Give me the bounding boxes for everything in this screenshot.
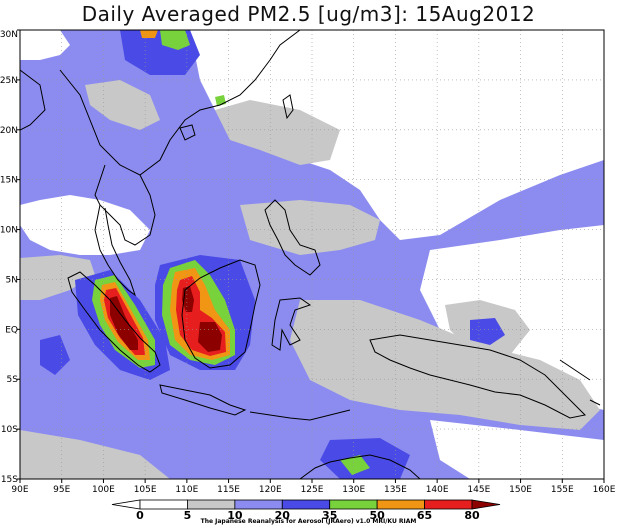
lon-tick-label: 160E [593, 485, 616, 495]
coast-hainan [179, 124, 196, 141]
lon-tick-label: 95E [53, 485, 70, 495]
colorbar-label: 20 [275, 509, 291, 522]
lat-tick-label: 10N [0, 226, 18, 236]
coast-new-guinea [369, 334, 587, 419]
colorbar-label: 35 [322, 509, 337, 522]
latitude-axis: 30N 25N 20N 15N 10N 5N EQ 5S 10S 15S [0, 29, 20, 485]
colorbar-cell-high [471, 499, 501, 510]
gridlines [20, 30, 604, 479]
colorbar-cell [234, 499, 283, 510]
colorbar-cell-low [111, 499, 141, 510]
field-gray-2 [85, 80, 160, 130]
map-title: Daily Averaged PM2.5 [ug/m3]: 15Aug2012 [81, 2, 536, 26]
colorbar-cell [424, 499, 473, 510]
colorbar: 0 5 10 20 35 50 65 80 [111, 499, 501, 522]
coast-malay-peninsula [94, 204, 136, 297]
lat-tick-label: 15N [0, 176, 18, 186]
colorbar-label: 65 [417, 509, 432, 522]
longitude-axis: 90E 95E 100E 105E 110E 115E 120E 125E 130E 135E 14… [11, 479, 616, 495]
colorbar-label: 10 [227, 509, 243, 522]
lat-tick-label: 15S [1, 475, 18, 485]
coast-islands-east [559, 359, 601, 406]
field-gray-3 [215, 100, 340, 165]
coast-indochina-south [94, 164, 156, 246]
coast-sumatra [67, 271, 161, 373]
field-white-southeast [430, 420, 604, 479]
field-blue-west-sea [40, 335, 70, 375]
lon-tick-label: 135E [384, 485, 407, 495]
field-gray-1 [20, 255, 95, 300]
field-blue-south [320, 438, 410, 479]
lon-tick-label: 110E [175, 485, 198, 495]
lon-tick-label: 115E [217, 485, 240, 495]
lon-tick-label: 90E [11, 485, 28, 495]
lon-tick-label: 105E [134, 485, 157, 495]
lat-tick-label: 25N [0, 76, 18, 86]
field-gray-7 [20, 430, 170, 479]
lon-tick-label: 125E [301, 485, 324, 495]
lon-tick-label: 100E [92, 485, 115, 495]
lat-tick-label: 10S [1, 425, 18, 435]
coast-taiwan [282, 94, 294, 120]
colorbar-cell [187, 499, 236, 510]
colorbar-cell [329, 499, 378, 510]
colorbar-label: 0 [136, 509, 144, 522]
field-orange-north [140, 30, 158, 38]
lon-tick-label: 140E [426, 485, 449, 495]
field-white-indochina [20, 195, 150, 255]
credit-line: The Japanese Reanalysis for Aerosol (JRA… [200, 518, 417, 525]
lat-tick-label: 5N [6, 275, 18, 285]
lat-tick-label: EQ [5, 325, 18, 335]
coastlines [20, 30, 601, 479]
field-gray-4 [240, 200, 380, 255]
lon-tick-label: 130E [342, 485, 365, 495]
field-gray-5 [290, 300, 600, 430]
lat-tick-label: 20N [0, 126, 18, 136]
lon-tick-label: 150E [509, 485, 532, 495]
colorbar-cell [376, 499, 425, 510]
coast-china-indochina [20, 30, 301, 176]
colorbar-label: 80 [464, 509, 480, 522]
coast-java [159, 384, 247, 416]
field-white-north-pacific [190, 30, 604, 240]
coast-lesser-sunda [249, 409, 351, 421]
colorbar-label: 5 [184, 509, 192, 522]
lon-tick-label: 155E [551, 485, 574, 495]
lat-tick-label: 30N [0, 30, 18, 40]
coast-australia [299, 454, 421, 479]
field-green-north [160, 30, 190, 50]
lat-tick-label: 5S [7, 375, 19, 385]
colorbar-cell [281, 499, 331, 510]
colorbar-cell [139, 499, 188, 510]
lon-tick-label: 145E [467, 485, 490, 495]
field-green-south [340, 455, 370, 475]
lon-tick-label: 120E [259, 485, 282, 495]
coast-philippines [264, 199, 321, 276]
coast-borneo [181, 259, 261, 369]
coast-sulawesi [271, 297, 312, 351]
colorbar-label: 50 [369, 509, 385, 522]
field-white-northwest [20, 30, 70, 60]
